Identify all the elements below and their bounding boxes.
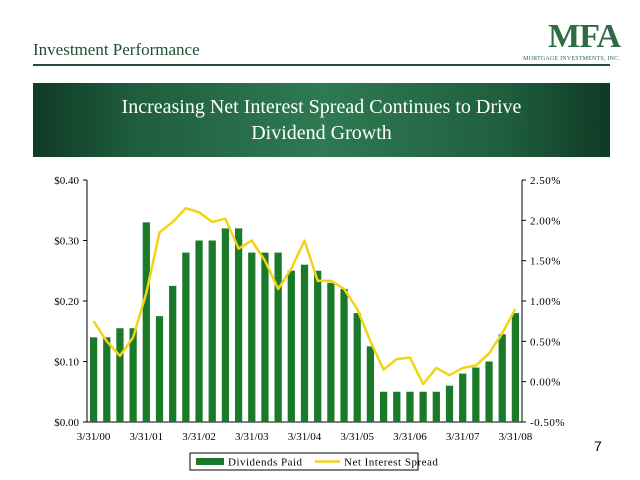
dividend-bar — [248, 252, 256, 422]
dividend-bar — [327, 282, 335, 422]
section-title: Investment Performance — [33, 40, 200, 59]
dividend-bar — [511, 313, 520, 422]
dividend-bar — [155, 316, 164, 423]
dividend-bar — [485, 361, 493, 422]
dividend-bar — [116, 328, 124, 422]
x-axis-tick-label: 3/31/00 — [77, 431, 111, 443]
x-axis-tick-label: 3/31/03 — [235, 431, 269, 443]
dividend-bar — [472, 367, 480, 422]
dividend-bar — [419, 391, 427, 422]
right-axis-tick-label: -0.50% — [530, 417, 565, 429]
right-axis-tick-label: 1.50% — [530, 256, 561, 268]
dividend-bar — [379, 391, 388, 422]
dividend-bar — [89, 337, 98, 422]
dividend-bar — [300, 264, 309, 422]
left-axis-tick-label: $0.40 — [54, 175, 79, 187]
title-banner: Increasing Net Interest Spread Continues… — [33, 83, 610, 157]
x-axis-labels: 3/31/00 3/31/01 3/31/02 3/31/03 3/31/04 3/31/… — [77, 431, 533, 443]
dividend-spread-chart: $0.00 $0.10 $0.20 $0.30 $0.40 -0.50% 0.00% 0.50… — [54, 175, 565, 471]
x-axis-tick-label: 3/31/04 — [288, 431, 322, 443]
dividend-bar — [393, 391, 401, 422]
legend-label-dividends: Dividends Paid — [228, 457, 303, 469]
x-axis-tick-label: 3/31/06 — [393, 431, 427, 443]
dividend-bars — [89, 222, 520, 423]
left-axis-tick-label: $0.00 — [54, 417, 79, 429]
dividend-bar — [366, 346, 375, 423]
dividend-bar — [182, 252, 190, 422]
dividend-bar — [195, 240, 203, 422]
right-axis-tick-label: 2.00% — [530, 215, 561, 227]
net-interest-spread-line — [92, 206, 517, 386]
dividend-bar — [406, 391, 414, 422]
dividend-bar — [459, 373, 467, 422]
dividend-bar — [353, 313, 361, 422]
x-axis-tick-label: 3/31/08 — [499, 431, 533, 443]
dividend-bar — [221, 228, 230, 422]
dividend-bar — [169, 285, 177, 423]
right-axis-tick-label: 0.50% — [530, 336, 561, 348]
dividend-bar — [498, 334, 506, 422]
dividend-bar — [103, 337, 111, 422]
legend-swatch-dividends — [196, 458, 224, 465]
dividend-bar — [234, 228, 243, 422]
dividend-bar — [445, 385, 454, 422]
header-divider — [33, 64, 610, 66]
right-axis-tick-label: 1.00% — [530, 296, 561, 308]
left-axis-tick-label: $0.30 — [54, 236, 79, 248]
chart-legend: Dividends Paid Net Interest Spread — [189, 452, 438, 471]
right-axis-tick-label: 0.00% — [530, 377, 561, 389]
x-axis-tick-label: 3/31/02 — [182, 431, 216, 443]
dividend-bar — [432, 391, 440, 422]
dividend-bar — [314, 270, 322, 422]
dividend-bar — [287, 270, 295, 422]
company-logo: MFA MORTGAGE INVESTMENTS, INC. — [520, 18, 621, 64]
dividend-bar — [274, 252, 282, 422]
right-axis-tick-label: 2.50% — [530, 175, 561, 187]
left-axis-tick-label: $0.10 — [54, 357, 79, 369]
legend-box — [189, 452, 419, 471]
dividend-bar — [261, 252, 269, 422]
dividend-bar — [129, 328, 137, 422]
spread-line — [92, 206, 517, 386]
logo-subtitle: MORTGAGE INVESTMENTS, INC. — [523, 56, 620, 62]
dividend-bar — [340, 288, 348, 422]
x-axis-tick-label: 3/31/07 — [446, 431, 480, 443]
x-axis-tick-label: 3/31/05 — [340, 431, 374, 443]
left-axis-tick-label: $0.20 — [54, 296, 79, 308]
dividend-bar — [208, 240, 216, 422]
logo-mark: MFA — [548, 18, 621, 55]
page-number: 7 — [594, 438, 602, 454]
x-axis-tick-label: 3/31/01 — [130, 431, 164, 443]
slide-title: Increasing Net Interest Spread Continues… — [121, 96, 522, 144]
dividend-bar — [142, 222, 150, 422]
legend-label-spread: Net Interest Spread — [344, 457, 438, 469]
